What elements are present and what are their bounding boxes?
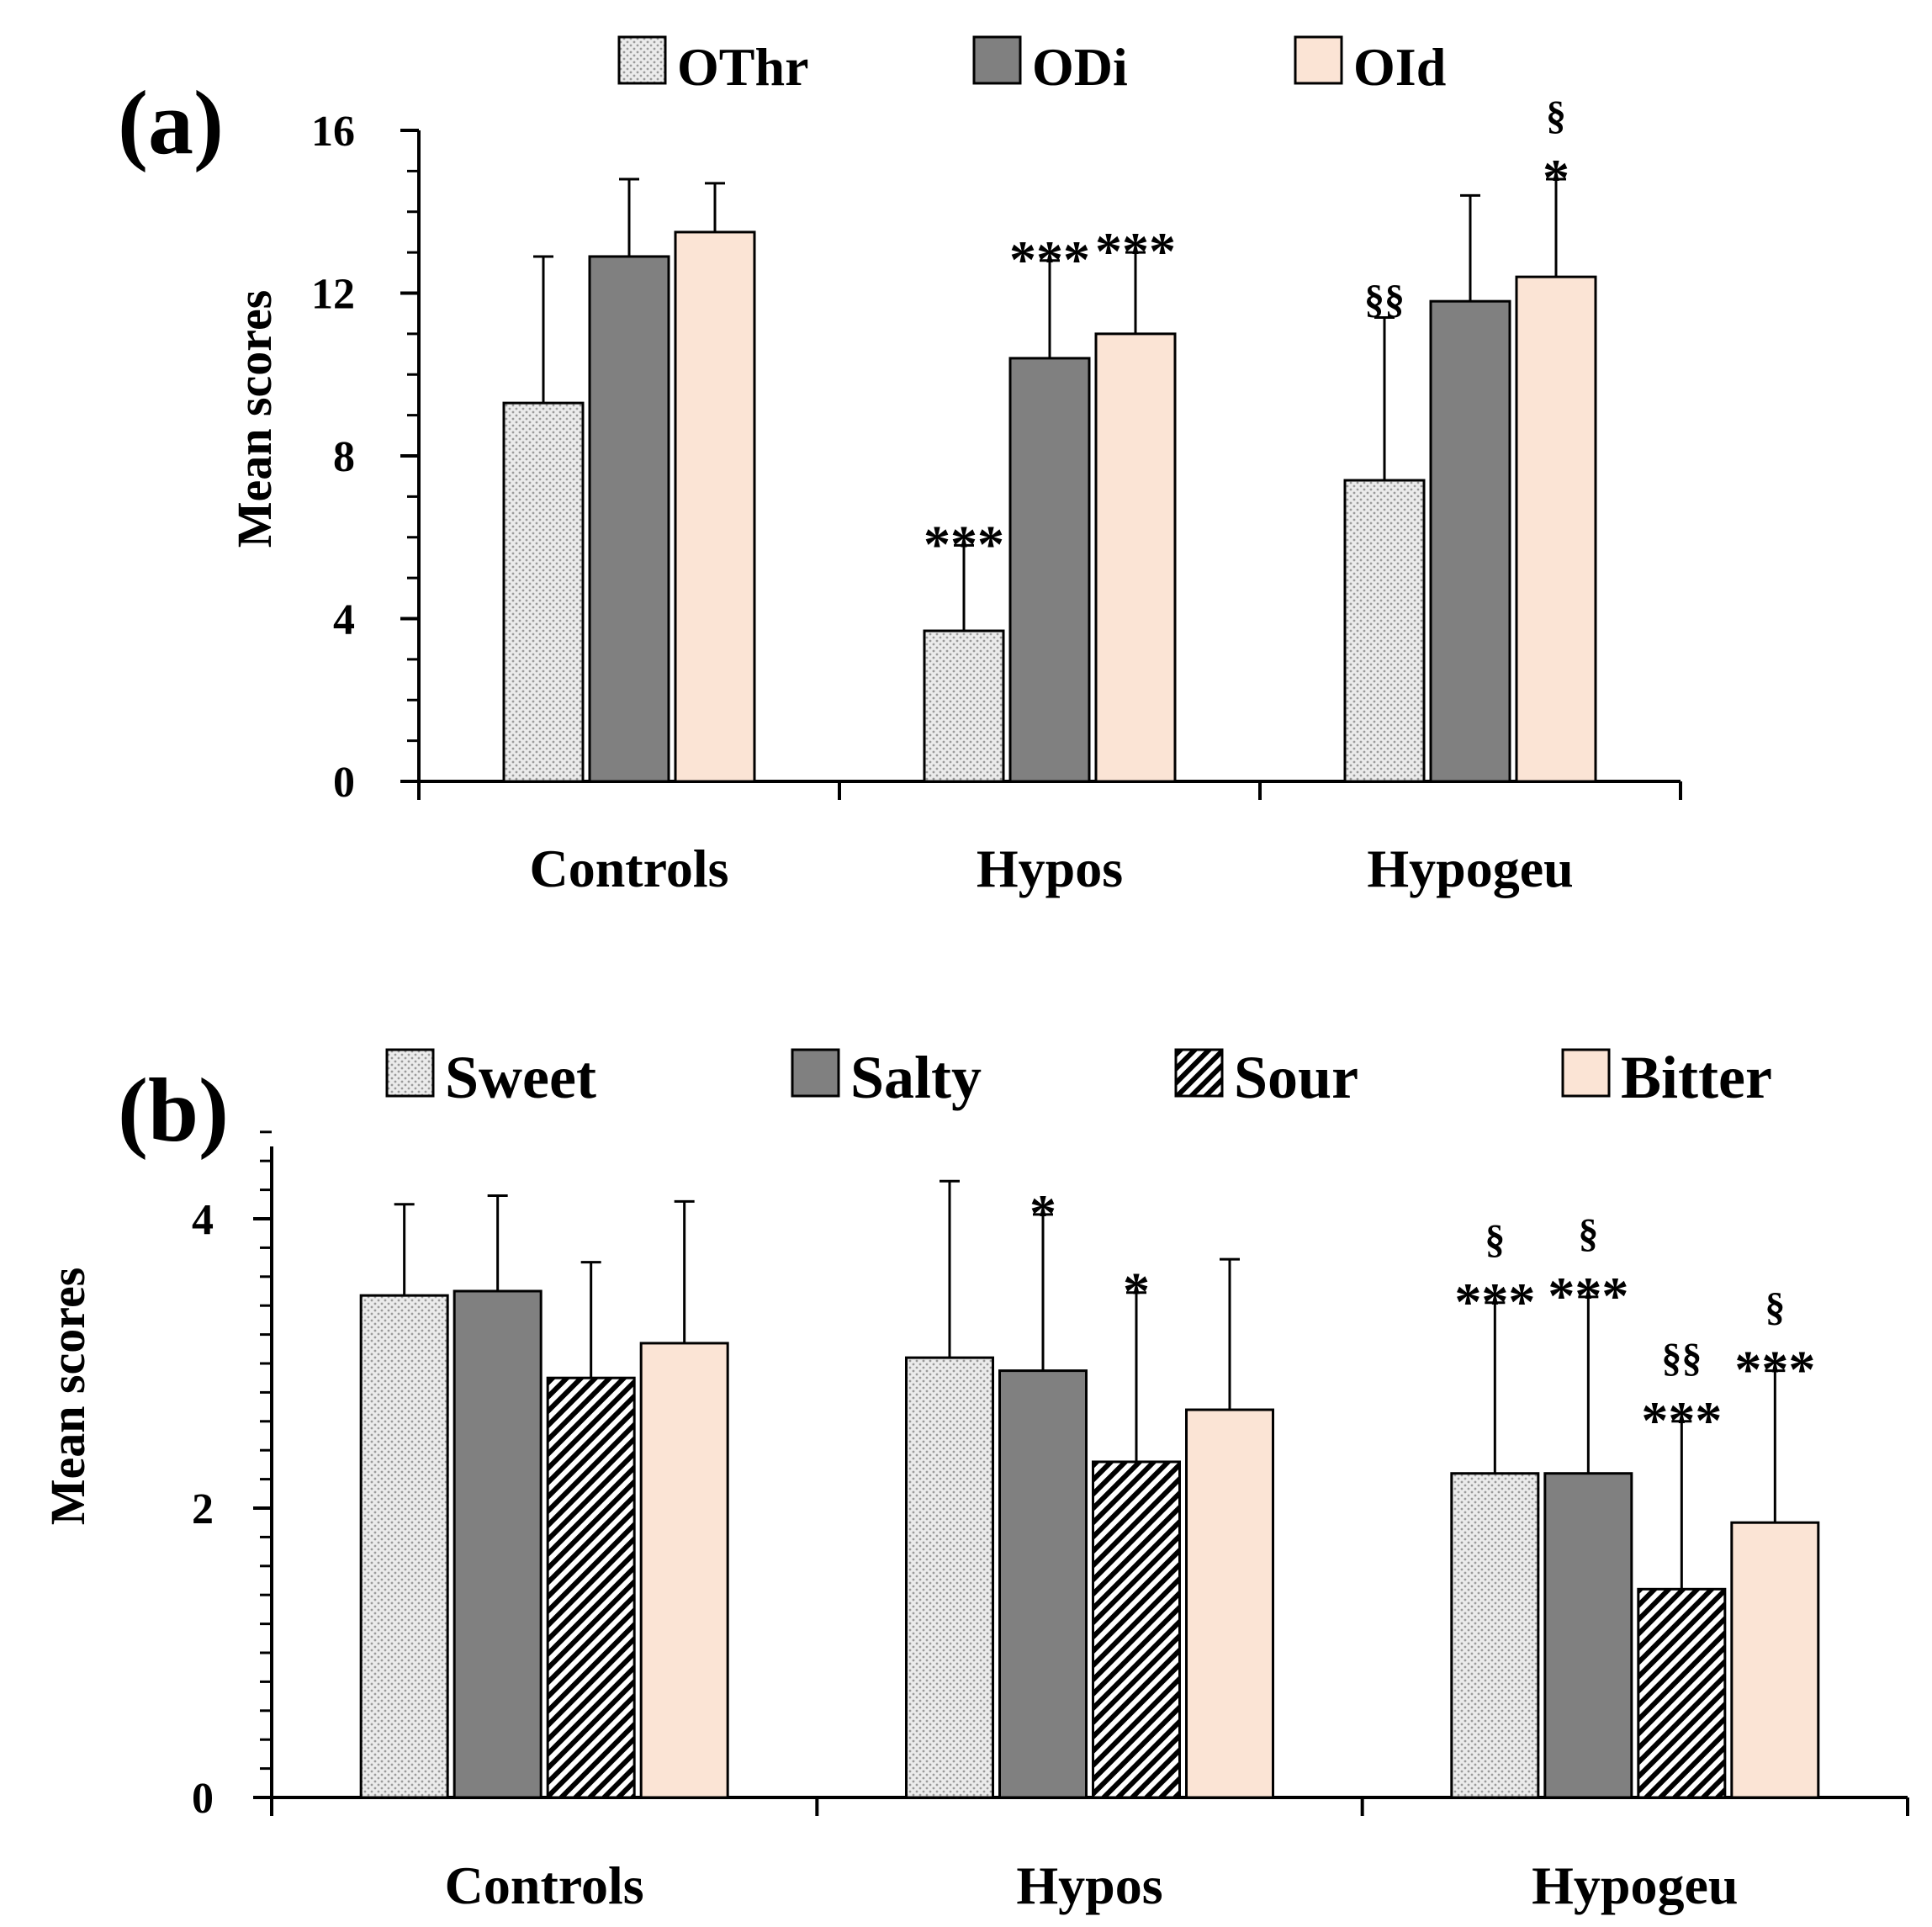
bar-salty	[453, 1289, 543, 1799]
y-tick-label: 16	[311, 108, 355, 156]
x-tick-label: Controls	[445, 1856, 644, 1915]
legend-label: Bitter	[1621, 1044, 1772, 1111]
bar-bitter	[639, 1342, 729, 1799]
bar-bitter	[1730, 1521, 1820, 1799]
bar-sour	[1637, 1587, 1727, 1799]
legend-label: OThr	[677, 37, 808, 97]
bar-sour	[1092, 1460, 1181, 1799]
panel-label: (a)	[118, 73, 224, 173]
bar-bitter	[1185, 1408, 1274, 1799]
bar-sweet	[359, 1294, 449, 1799]
bar-odi	[1429, 299, 1511, 783]
panel-b: (b) Sweet Salty Sour Bitter Mean scores 0 2 4…	[40, 1044, 1909, 1915]
bar-salty	[998, 1369, 1088, 1799]
significance-asterisks: ***	[1548, 1266, 1628, 1326]
axes: 0 2 4 Controls Hypos Hypogeu	[192, 1130, 1909, 1915]
y-tick-label: 4	[333, 596, 355, 644]
significance-asterisks: *	[1543, 148, 1569, 208]
significance-asterisks: ***	[924, 514, 1004, 574]
y-tick-label: 0	[192, 1775, 214, 1823]
y-tick-label: 12	[311, 271, 355, 319]
x-tick-label: Hypogeu	[1532, 1856, 1738, 1915]
significance-asterisks: ***	[1641, 1390, 1722, 1450]
legend-label: OId	[1353, 37, 1446, 97]
bar-oid	[674, 230, 756, 783]
y-tick-label: 8	[333, 433, 355, 481]
bar-sweet	[1450, 1472, 1540, 1799]
x-tick-label: Hypos	[977, 839, 1123, 898]
significance-section-marker: §	[1765, 1285, 1785, 1330]
legend-swatch-odi	[972, 35, 1022, 85]
bars: ***§****§****§§ ***§	[359, 1179, 1820, 1799]
x-tick-label: Controls	[529, 839, 728, 898]
bar-odi	[1008, 357, 1091, 783]
x-tick-label: Hypogeu	[1367, 839, 1573, 898]
legend-swatch-salty	[791, 1048, 840, 1098]
legend-label: Salty	[850, 1044, 982, 1111]
axes: 0 4 8 12 16 Controls Hypos Hypogeu	[311, 108, 1682, 898]
legend-swatch-sour	[1174, 1048, 1224, 1098]
significance-section-marker: §	[1546, 93, 1566, 138]
significance-section-marker: §	[1485, 1217, 1505, 1262]
y-axis-label: Mean scores	[40, 1268, 95, 1526]
bars: ***§§*** ****§	[502, 93, 1597, 783]
y-tick-label: 4	[192, 1196, 214, 1244]
bar-salty	[1543, 1472, 1633, 1799]
legend-label: Sweet	[445, 1044, 596, 1111]
y-tick-label: 0	[333, 759, 355, 807]
significance-section-marker: §§	[1661, 1336, 1702, 1380]
bar-othr	[923, 629, 1005, 783]
bar-odi	[588, 255, 670, 783]
significance-asterisks: ***	[1009, 230, 1090, 289]
bar-sweet	[905, 1356, 994, 1799]
significance-section-marker: §	[1578, 1211, 1598, 1256]
legend-label: ODi	[1032, 37, 1128, 97]
legend: Sweet Salty Sour Bitter	[385, 1044, 1772, 1111]
legend-swatch-oid	[1294, 35, 1343, 85]
significance-asterisks: *	[1123, 1262, 1150, 1321]
bar-othr	[1343, 479, 1426, 783]
panel-a: (a) OThr ODi OId Mean scores 0 4 8 12 16 Contro…	[118, 35, 1682, 898]
panel-label: (b)	[118, 1061, 229, 1161]
significance-asterisks: *	[1030, 1183, 1056, 1243]
legend-swatch-othr	[617, 35, 667, 85]
bar-oid	[1515, 275, 1597, 783]
significance-asterisks: ***	[1095, 221, 1176, 281]
significance-asterisks: ***	[1454, 1272, 1535, 1331]
legend-swatch-sweet	[385, 1048, 435, 1098]
y-tick-label: 2	[192, 1485, 214, 1533]
y-axis-label: Mean scores	[227, 290, 282, 548]
bar-oid	[1094, 332, 1177, 783]
significance-asterisks: ***	[1734, 1340, 1815, 1400]
legend: OThr ODi OId	[617, 35, 1446, 97]
x-tick-label: Hypos	[1016, 1856, 1162, 1915]
bar-othr	[502, 401, 585, 783]
legend-swatch-bitter	[1561, 1048, 1611, 1098]
bar-sour	[546, 1376, 636, 1799]
legend-label: Sour	[1234, 1044, 1358, 1111]
significance-section-marker: §§	[1364, 278, 1405, 322]
